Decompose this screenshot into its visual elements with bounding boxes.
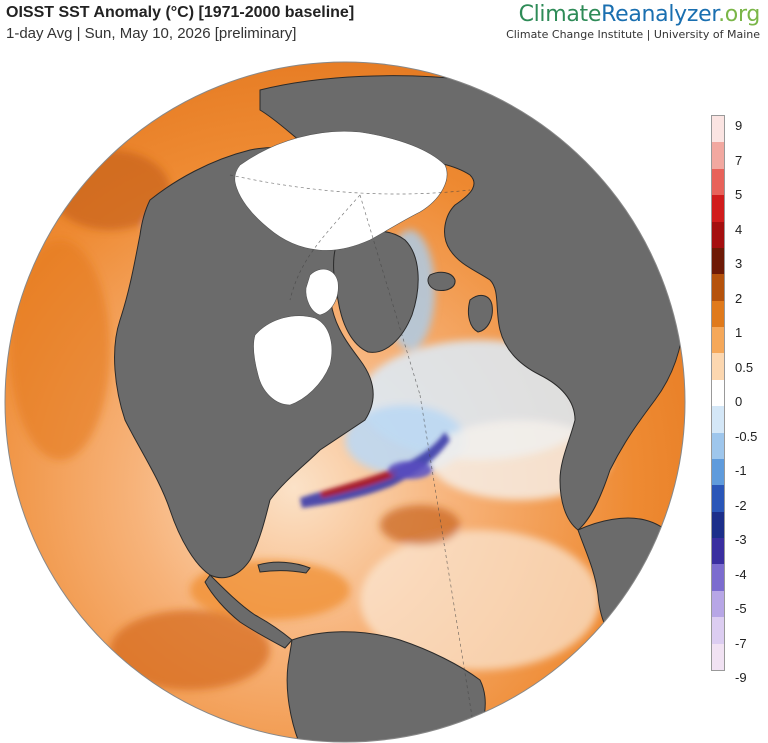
land-cuba (257, 561, 311, 574)
legend-swatch (712, 353, 724, 381)
globe-contents (5, 62, 685, 742)
gulf-stream-anomalies (300, 432, 450, 508)
legend-swatch (712, 327, 724, 354)
legend-label: 1 (735, 325, 743, 340)
legend-swatch (712, 379, 724, 407)
graticule-line (359, 194, 421, 396)
legend-swatch (712, 432, 724, 460)
graticule (229, 174, 476, 736)
legend-label: 9 (735, 118, 743, 133)
legend-swatch (712, 274, 724, 302)
warm-patch-gulf-stream (380, 505, 460, 545)
cold-eddy (388, 461, 432, 479)
legend-swatch (712, 406, 724, 434)
brand-name-part3: .org (718, 2, 760, 27)
legend-label: 0.5 (735, 359, 754, 375)
legend-label: 3 (735, 256, 743, 271)
legend-swatch (712, 247, 724, 275)
legend-swatch (712, 485, 724, 513)
map-subtitle: 1-day Avg | Sun, May 10, 2026 [prelimina… (6, 25, 297, 42)
legend-swatch (712, 538, 724, 565)
legend-swatch (712, 511, 724, 539)
brand-logo: ClimateReanalyzer.org (506, 2, 761, 27)
legend-label: -4 (735, 566, 747, 582)
graticule-line (289, 194, 361, 301)
brand-name-part2: Reanalyzer (601, 2, 719, 27)
legend-label: 7 (735, 152, 743, 168)
legend-label: -7 (735, 635, 747, 651)
brand-name-part1: Climate (518, 2, 602, 27)
legend-label: -0.5 (735, 428, 758, 444)
arctic-ice-cap (234, 131, 448, 251)
warm-patch-pacific-coast (10, 240, 110, 460)
legend-swatch (712, 300, 724, 328)
legend-swatch (712, 116, 724, 143)
legend-swatch (712, 168, 724, 196)
legend-label: 4 (735, 221, 743, 237)
brand-block[interactable]: ClimateReanalyzer.org Climate Change Ins… (506, 2, 760, 41)
legend-swatch (712, 564, 724, 592)
legend-swatch (712, 142, 724, 170)
legend-swatch (712, 221, 724, 249)
land-central-america (204, 574, 293, 649)
map-title: OISST SST Anomaly (°C) [1971-2000 baseli… (6, 4, 355, 21)
land-greenland (333, 230, 419, 353)
brand-affiliation: Climate Change Institute | University of… (506, 28, 760, 41)
hudson-bay-ice (253, 315, 333, 406)
warm-patch-east-pacific (110, 610, 270, 690)
legend-label: -2 (735, 497, 747, 513)
land-iceland (427, 271, 456, 291)
baffin-ice (305, 268, 339, 316)
legend-swatch (712, 617, 724, 645)
legend-swatch (712, 458, 724, 486)
legend-label: 2 (735, 290, 743, 306)
neutral-patch-south-atlantic (360, 530, 600, 670)
legend-label: -1 (735, 463, 747, 478)
legend-label: 0 (735, 394, 743, 409)
land-south-america (286, 631, 486, 742)
legend-label: 5 (735, 187, 743, 202)
legend-swatch (712, 195, 724, 223)
legend-swatch (712, 643, 724, 671)
legend-color-bar (711, 115, 725, 671)
globe-outline (4, 61, 686, 743)
land-british-isles (467, 294, 493, 333)
legend-label: -5 (735, 601, 747, 616)
legend-label: -3 (735, 532, 747, 547)
warm-streak (320, 468, 398, 498)
legend-label: -9 (735, 670, 747, 685)
sea-ice (234, 131, 448, 406)
legend-swatch (712, 590, 724, 618)
